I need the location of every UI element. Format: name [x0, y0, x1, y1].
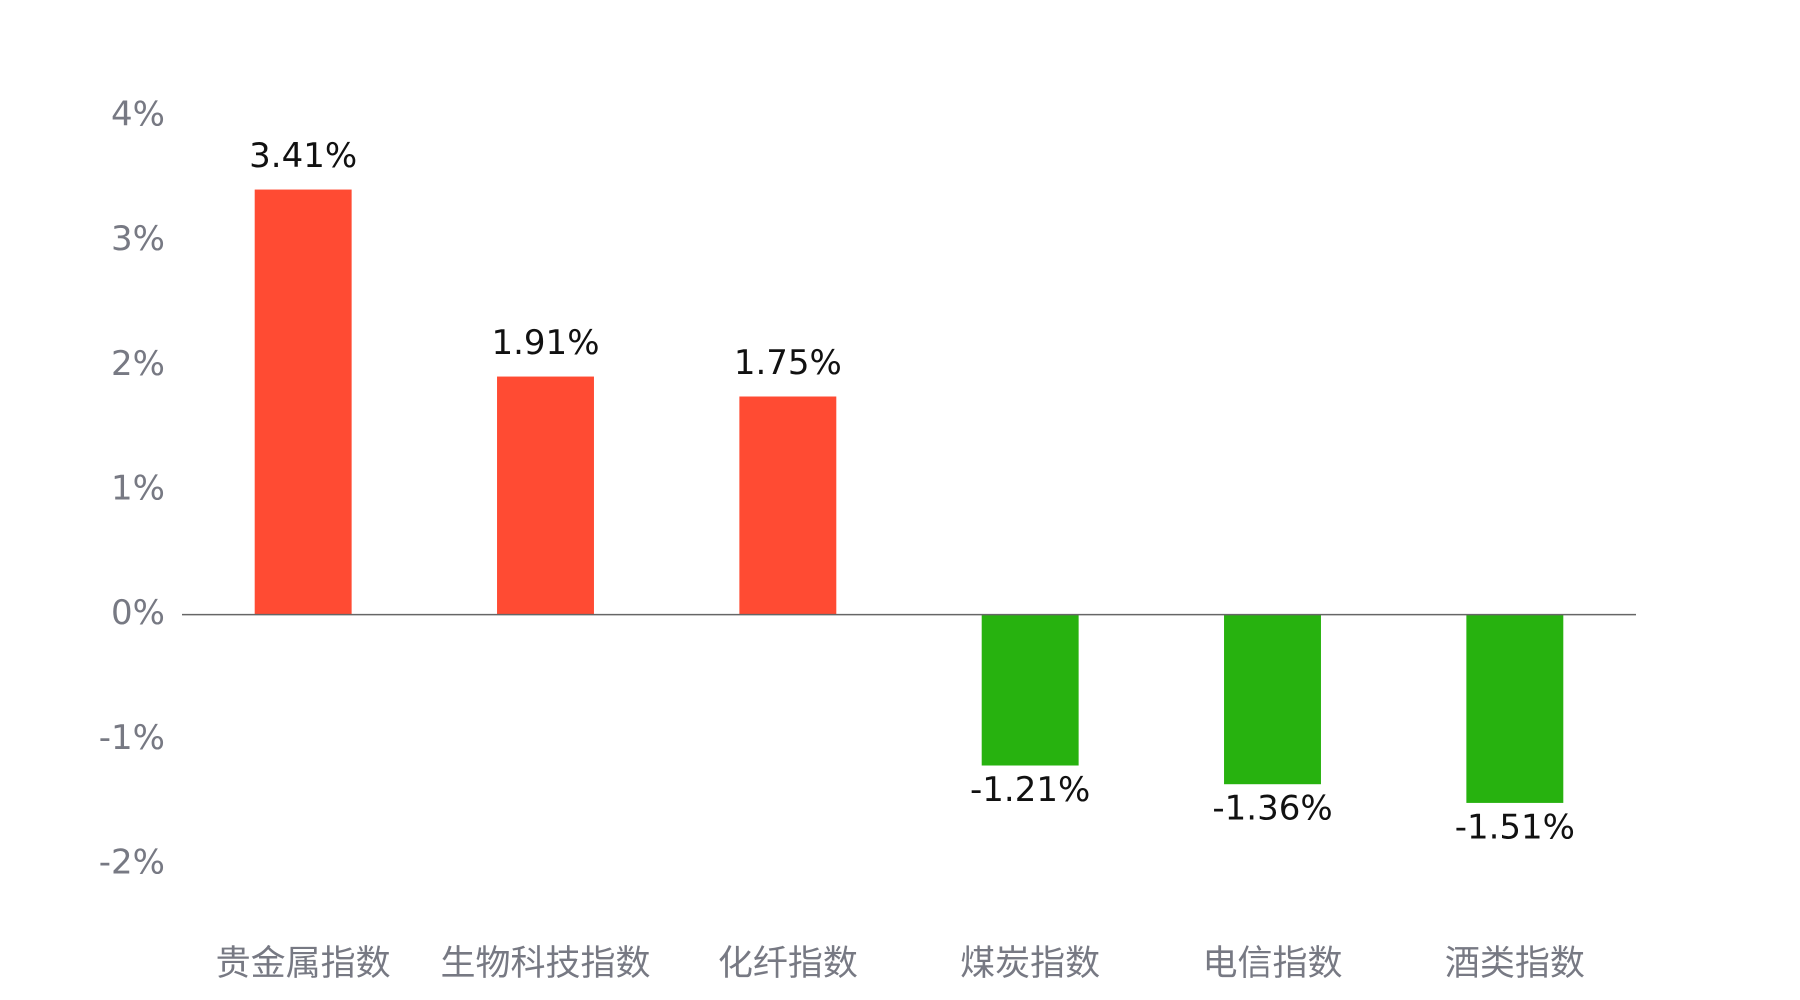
y-tick-label: -2% [99, 843, 165, 883]
bar [1224, 614, 1321, 785]
x-tick-label: 煤炭指数 [960, 944, 1100, 984]
bar [254, 189, 352, 615]
bar [1466, 614, 1564, 803]
x-tick-label: 电信指数 [1202, 944, 1342, 984]
y-tick-label: 3% [111, 219, 165, 259]
x-tick-label: 化纤指数 [718, 944, 858, 984]
y-tick-label: 4% [111, 95, 165, 135]
x-tick-label: 贵金属指数 [216, 944, 391, 984]
y-tick-label: -1% [99, 718, 165, 758]
value-label: 1.91% [491, 323, 599, 363]
bar [739, 396, 837, 615]
value-label: -1.51% [1455, 807, 1575, 847]
value-label: -1.21% [970, 770, 1090, 810]
bar [981, 614, 1079, 766]
value-label: 3.41% [249, 136, 357, 176]
y-tick-label: 2% [111, 344, 165, 384]
x-tick-label: 酒类指数 [1445, 944, 1585, 984]
value-label: 1.75% [734, 343, 842, 383]
y-tick-label: 0% [111, 593, 165, 633]
y-tick-label: 1% [111, 469, 165, 509]
x-tick-label: 生物科技指数 [440, 944, 650, 984]
value-label: -1.36% [1212, 789, 1332, 829]
bar [497, 376, 594, 615]
